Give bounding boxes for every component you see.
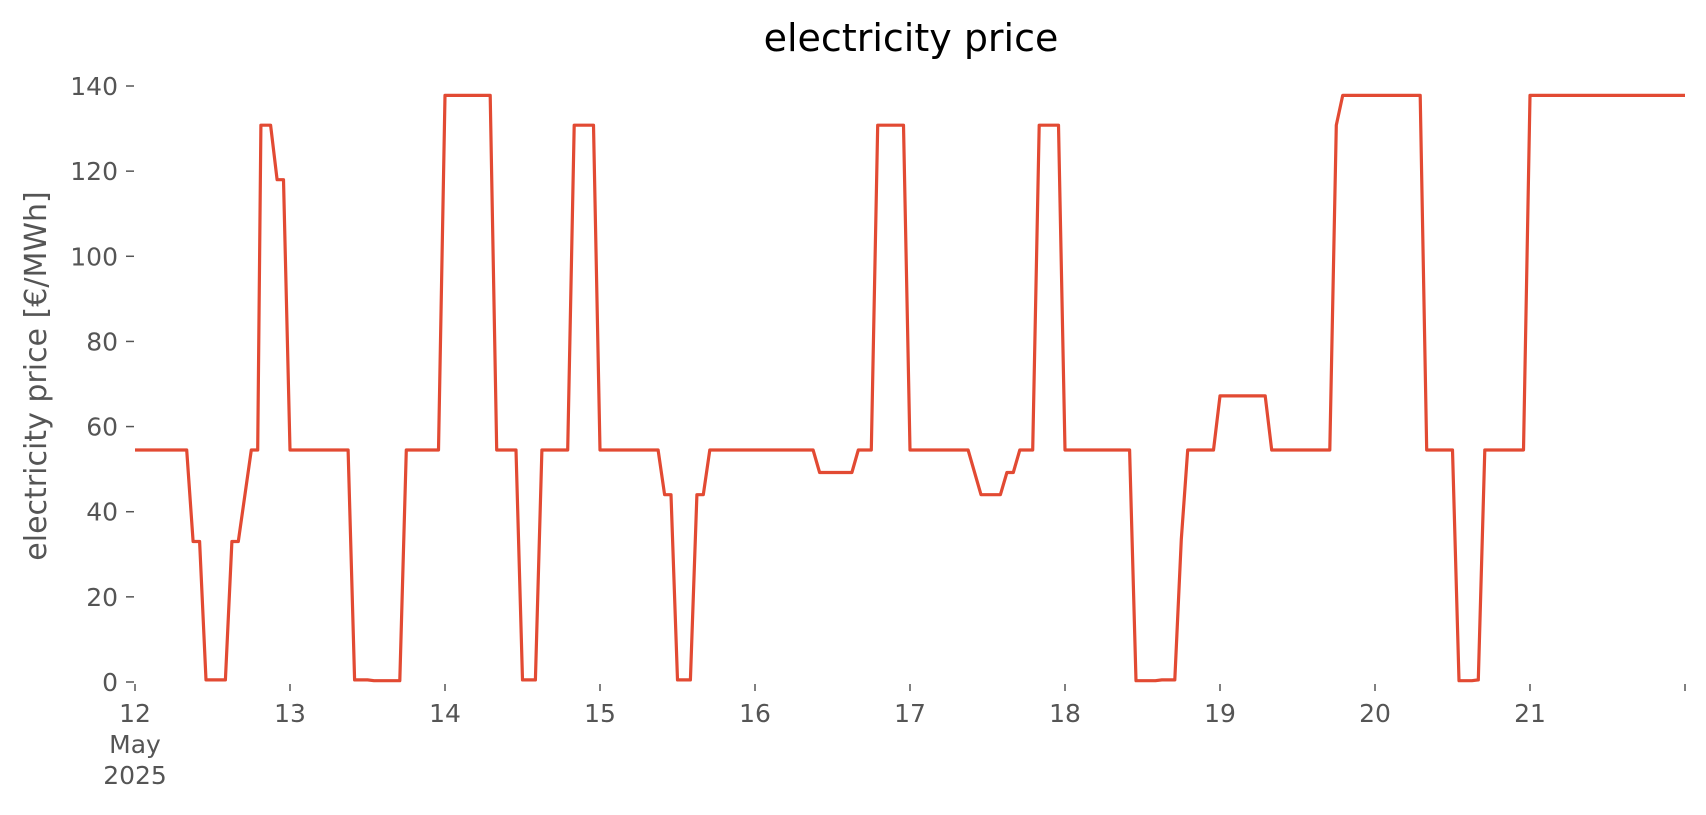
chart-title: electricity price [764,16,1059,60]
y-tick-label: 140 [70,72,118,101]
x-tick-label: 18 [1049,699,1081,728]
x-tick-label: 2025 [103,761,167,790]
y-tick-label: 120 [70,157,118,186]
x-tick-label: May [109,730,161,759]
y-tick-label: 60 [86,413,118,442]
y-tick-label: 40 [86,498,118,527]
x-tick-label: 14 [429,699,461,728]
x-tick-label: 13 [274,699,306,728]
x-tick-label: 19 [1204,699,1236,728]
y-axis-label: electricity price [€/MWh] [19,191,54,560]
y-axis: 0 20 40 60 80 100 120 140 [70,72,134,697]
y-tick-label: 100 [70,242,118,271]
x-tick-label: 12 [119,699,151,728]
x-tick-label: 16 [739,699,771,728]
x-tick-label: 15 [584,699,616,728]
x-tick-label: 21 [1514,699,1546,728]
y-tick-label: 80 [86,327,118,356]
x-tick-label: 20 [1359,699,1391,728]
y-tick-label: 20 [86,583,118,612]
plot-area [135,93,1685,683]
price-line [135,93,1685,683]
y-tick-label: 0 [102,668,118,697]
x-tick-label: 17 [894,699,926,728]
